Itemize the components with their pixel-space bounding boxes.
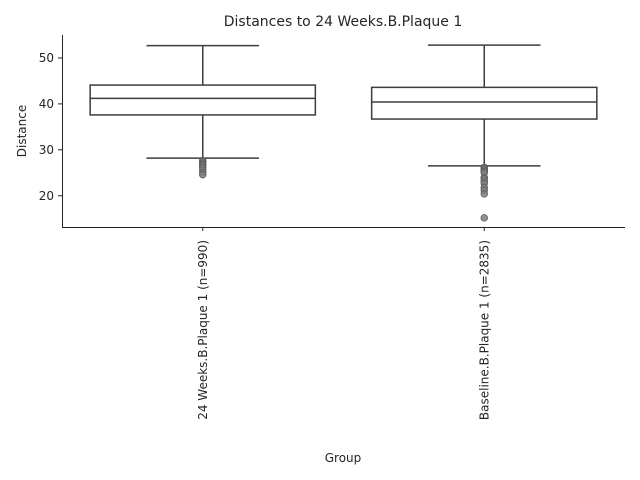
box-group [89, 44, 317, 179]
chart-title: Distances to 24 Weeks.B.Plaque 1 [224, 14, 463, 30]
y-axis-ticks: 20 30 40 50 [39, 51, 62, 203]
iqr-box [370, 86, 598, 120]
outlier-point [199, 170, 207, 179]
x-axis-label: Group [325, 451, 362, 465]
x-tick-label: Baseline.B.Plaque 1 (n=2835) [477, 240, 491, 420]
y-tick-label: 30 [39, 143, 54, 157]
iqr-box [89, 84, 317, 116]
y-tick-label: 40 [39, 97, 54, 111]
outlier-point [480, 190, 488, 198]
y-tick-label: 50 [39, 51, 54, 65]
outlier-point [480, 214, 488, 222]
box-plot-marks [89, 44, 598, 222]
x-tick-label: 24 Weeks.B.Plaque 1 (n=990) [196, 240, 210, 420]
y-tick-label: 20 [39, 189, 54, 203]
box-group [370, 44, 598, 222]
x-axis-ticks: 24 Weeks.B.Plaque 1 (n=990) Baseline.B.Pl… [196, 227, 491, 420]
y-axis-label: Distance [15, 105, 29, 157]
